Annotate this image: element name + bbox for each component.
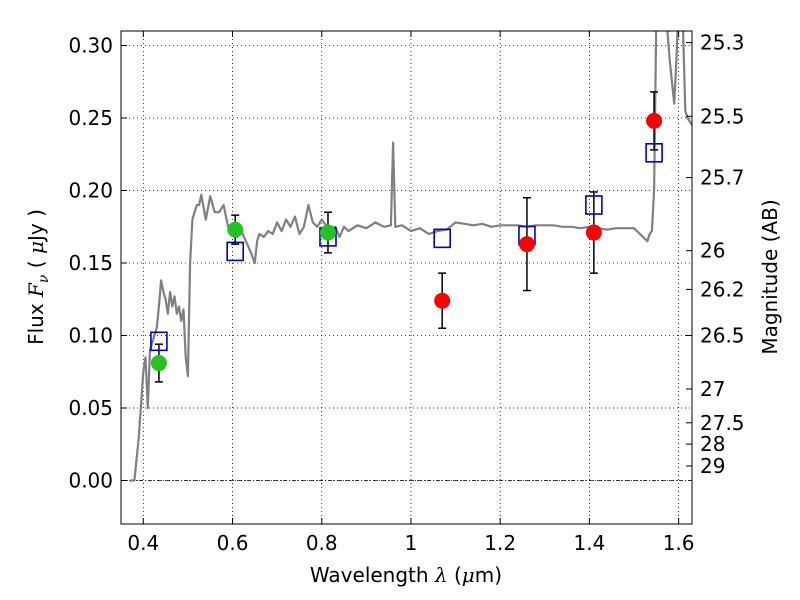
model-box-0 (150, 331, 168, 352)
y-axis-label: Flux Fν ( μJy ) (24, 209, 52, 345)
xtick-label-3: 1 (405, 531, 418, 555)
magnitude-axis-label: Magnitude (AB) (758, 199, 782, 354)
green-point-2 (319, 224, 336, 241)
ytick-label-1: 0.05 (68, 396, 113, 420)
magtick-label-9: 28 (700, 432, 725, 456)
model-box-3 (433, 228, 451, 249)
magtick-label-10: 29 (700, 454, 725, 478)
plot-frame (120, 30, 693, 525)
ytick-label-6: 0.30 (68, 34, 113, 58)
model-box-1 (226, 241, 244, 262)
magtick-label-4: 26 (700, 239, 725, 263)
green-point-0 (150, 355, 167, 372)
ytick-label-2: 0.10 (68, 324, 113, 348)
y-ticks: 0.00 0.05 0.10 0.15 0.20 0.25 0.30 (68, 34, 127, 493)
model-box-6 (645, 143, 663, 163)
red-point-0 (434, 292, 451, 309)
magtick-label-5: 26.2 (700, 277, 745, 301)
ytick-label-3: 0.15 (68, 251, 113, 275)
magtick-label-2: 25.5 (700, 104, 745, 128)
xtick-label-6: 1.6 (663, 531, 695, 555)
x-axis-label: Wavelength λ (μm) (310, 563, 502, 587)
model-spectrum-line (129, 31, 692, 482)
xtick-label-2: 0.8 (306, 531, 338, 555)
photometry-point-layer (150, 112, 663, 372)
ytick-label-4: 0.20 (68, 179, 113, 203)
green-point-1 (227, 221, 244, 238)
ytick-label-0: 0.00 (68, 469, 113, 493)
red-point-3 (646, 112, 663, 129)
xtick-label-4: 1.2 (484, 531, 516, 555)
magtick-label-8: 27.5 (700, 411, 745, 435)
xtick-label-0: 0.4 (127, 531, 159, 555)
red-point-2 (585, 224, 602, 241)
magtick-label-3: 25.7 (700, 166, 745, 190)
xtick-label-1: 0.6 (217, 531, 249, 555)
magtick-label-7: 27 (700, 377, 725, 401)
model-box-5 (585, 195, 603, 215)
magtick-label-1: 25.3 (700, 31, 745, 55)
x-ticks: 0.4 0.6 0.8 1 1.2 1.4 1.6 (127, 31, 695, 555)
xtick-label-5: 1.4 (573, 531, 605, 555)
model-spectrum-layer (129, 31, 692, 482)
magtick-label-6: 26.5 (700, 324, 745, 348)
red-point-1 (518, 236, 535, 253)
ytick-label-5: 0.25 (68, 106, 113, 130)
